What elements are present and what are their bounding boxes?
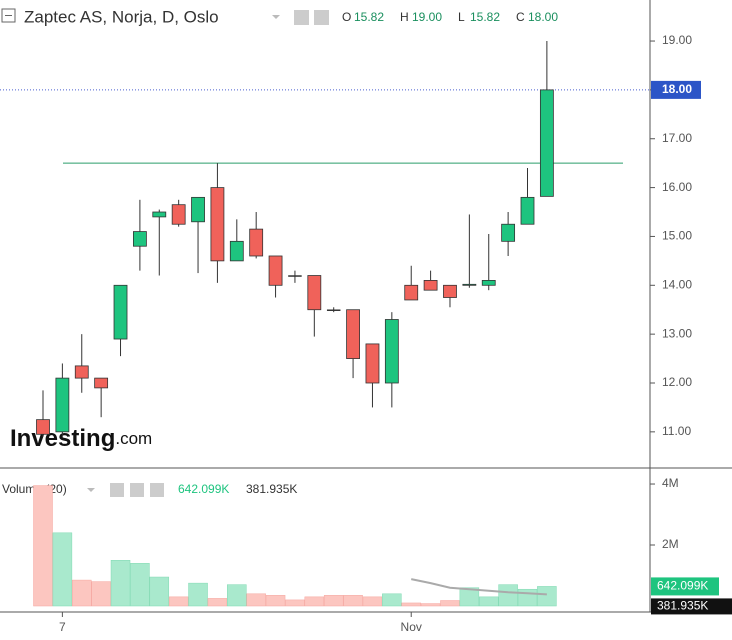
logo: Investing.com	[10, 425, 152, 452]
ohlc-key: H	[400, 10, 409, 24]
candle-body	[36, 419, 50, 435]
volume-bar	[478, 596, 499, 607]
volume-bar	[91, 581, 111, 607]
settings-icon[interactable]	[314, 10, 329, 25]
candle-body	[74, 365, 89, 379]
ohlc-value: 19.00	[412, 10, 442, 24]
volume-bar	[362, 596, 383, 607]
candle-body	[55, 377, 70, 433]
y-tick-label: 19.00	[662, 33, 692, 47]
candle-body	[346, 309, 360, 359]
candle-body	[94, 377, 109, 389]
volume-bar	[304, 596, 325, 607]
candle-body	[132, 231, 147, 247]
y-tick-label: 12.00	[662, 375, 692, 389]
candle-body	[539, 89, 554, 197]
volume-bar	[246, 593, 266, 607]
price-tag	[651, 80, 701, 99]
y-tick-label: 14.00	[662, 277, 692, 291]
y-tick-label: 11.00	[662, 424, 691, 438]
ohlc-value: 18.00	[528, 10, 558, 24]
volume-value: 642.099K	[178, 482, 229, 496]
ohlc-key: L	[458, 10, 465, 24]
volume-bar	[265, 595, 286, 607]
volume-bar	[33, 485, 53, 607]
volume-bar	[343, 595, 363, 607]
price-tag-label: 18.00	[662, 82, 692, 96]
candle-body	[481, 280, 496, 286]
volume-bar	[285, 599, 305, 607]
volume-bar	[207, 598, 228, 607]
ohlc-key: C	[516, 10, 525, 24]
volume-bar	[517, 588, 538, 607]
volume-bar	[130, 563, 150, 607]
x-tick-label: 7	[59, 620, 66, 634]
volume-bar	[440, 600, 460, 607]
candle-body	[384, 319, 399, 384]
y-tick-label: 2M	[662, 537, 679, 551]
volume-bar	[537, 586, 557, 607]
ohlc-value: 15.82	[470, 10, 500, 24]
volume-bar	[168, 596, 189, 607]
settings-icon[interactable]	[130, 483, 144, 497]
volume-bar	[323, 595, 344, 607]
candle-body	[113, 284, 128, 340]
ohlc-key: O	[342, 10, 351, 24]
volume-bar	[149, 576, 170, 607]
logo-suffix: .com	[115, 429, 152, 448]
settings-icon[interactable]	[110, 483, 124, 497]
volume-bar	[459, 587, 480, 607]
volume-ma-tag	[651, 598, 732, 615]
candle-body	[249, 228, 264, 257]
candle-body	[462, 283, 477, 286]
y-tick-label: 13.00	[662, 326, 692, 340]
volume-tag	[651, 577, 719, 596]
volume-tag-label: 642.099K	[657, 579, 708, 593]
dropdown-arrow[interactable]	[272, 15, 280, 19]
candle-body	[326, 309, 341, 311]
volume-bar	[420, 603, 441, 607]
candle-body	[288, 275, 302, 277]
x-tick-label: Nov	[401, 620, 422, 634]
y-tick-label: 16.00	[662, 180, 692, 194]
volume-bar	[382, 593, 402, 607]
volume-bar	[52, 532, 73, 607]
settings-icon[interactable]	[294, 10, 309, 25]
candle-body	[268, 255, 283, 286]
volume-ma-tag-label: 381.935K	[657, 599, 708, 613]
dropdown-arrow[interactable]	[87, 488, 95, 492]
ohlc-value: 15.82	[354, 10, 384, 24]
candle-body	[191, 196, 205, 223]
volume-bar	[498, 584, 518, 607]
volume-bar	[227, 584, 247, 607]
candle-body	[307, 275, 322, 311]
candle-body	[365, 343, 380, 384]
candle-body	[152, 211, 167, 218]
y-tick-label: 4M	[662, 476, 679, 490]
volume-ma-line	[411, 578, 547, 596]
candle-body	[520, 196, 535, 225]
volume-bar	[110, 560, 131, 607]
candle-body	[423, 280, 438, 291]
y-tick-label: 15.00	[662, 229, 692, 243]
candle-body	[501, 223, 516, 242]
candle-body	[171, 204, 186, 225]
volume-bar	[401, 602, 421, 607]
volume-bar	[188, 582, 208, 607]
candle-body	[404, 284, 419, 301]
close-icon[interactable]	[150, 483, 164, 497]
chart-title: Zaptec AS, Norja, D, Oslo	[24, 7, 219, 26]
candle-body	[443, 284, 457, 298]
volume-bar	[72, 579, 92, 607]
candle-body	[229, 240, 244, 262]
candle-body	[210, 187, 225, 262]
volume-ma-value: 381.935K	[246, 482, 297, 496]
y-tick-label: 17.00	[662, 131, 692, 145]
